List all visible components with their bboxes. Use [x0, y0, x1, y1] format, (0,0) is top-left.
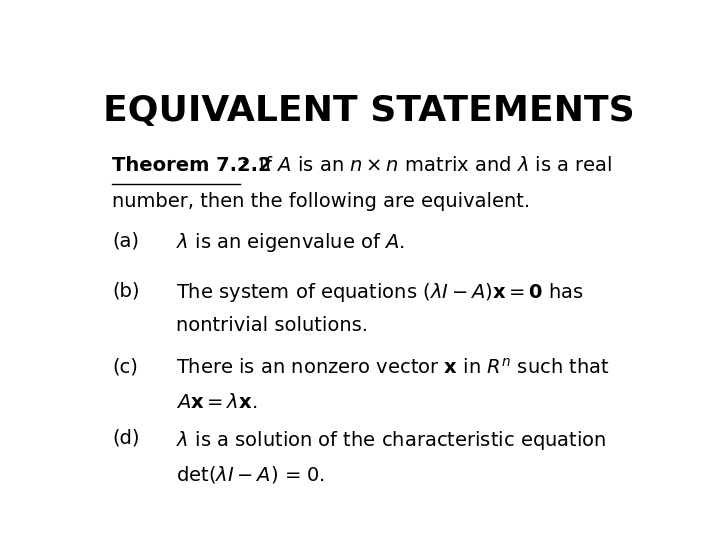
Text: det($\lambda I - A$) = 0.: det($\lambda I - A$) = 0.	[176, 464, 325, 485]
Text: (b): (b)	[112, 281, 140, 300]
Text: nontrivial solutions.: nontrivial solutions.	[176, 316, 369, 335]
Text: The system of equations ($\lambda I - A$)$\mathbf{x} = \mathbf{0}$ has: The system of equations ($\lambda I - A$…	[176, 281, 585, 304]
Text: (a): (a)	[112, 231, 140, 250]
Text: $\lambda$ is a solution of the characteristic equation: $\lambda$ is a solution of the character…	[176, 429, 607, 451]
Text: number, then the following are equivalent.: number, then the following are equivalen…	[112, 192, 531, 211]
Text: There is an nonzero vector $\mathbf{x}$ in $R^n$ such that: There is an nonzero vector $\mathbf{x}$ …	[176, 358, 611, 378]
Text: :  If $A$ is an $n\times n$ matrix and $\lambda$ is a real: : If $A$ is an $n\times n$ matrix and $\…	[240, 156, 612, 176]
Text: $\lambda$ is an eigenvalue of $A$.: $\lambda$ is an eigenvalue of $A$.	[176, 231, 405, 254]
Text: (d): (d)	[112, 429, 140, 448]
Text: EQUIVALENT STATEMENTS: EQUIVALENT STATEMENTS	[103, 94, 635, 128]
Text: Theorem 7.2.2: Theorem 7.2.2	[112, 156, 272, 176]
Text: $A\mathbf{x} = \lambda\mathbf{x}$.: $A\mathbf{x} = \lambda\mathbf{x}$.	[176, 393, 258, 412]
Text: (c): (c)	[112, 358, 138, 377]
